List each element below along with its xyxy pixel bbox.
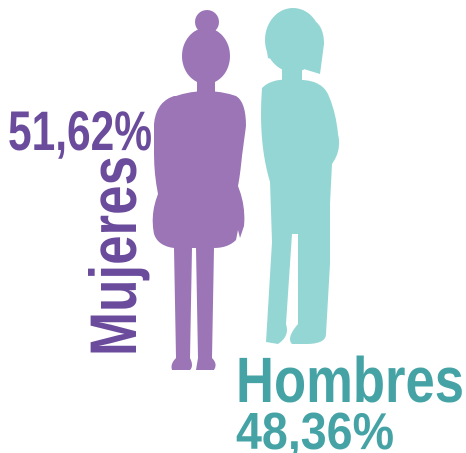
men-label: Hombres [236, 344, 464, 416]
woman-silhouette [152, 10, 246, 370]
women-label: Mujeres [76, 156, 150, 356]
man-silhouette [261, 8, 340, 345]
women-percentage: 51,62% [8, 99, 152, 162]
men-percentage: 48,36% [236, 403, 394, 453]
